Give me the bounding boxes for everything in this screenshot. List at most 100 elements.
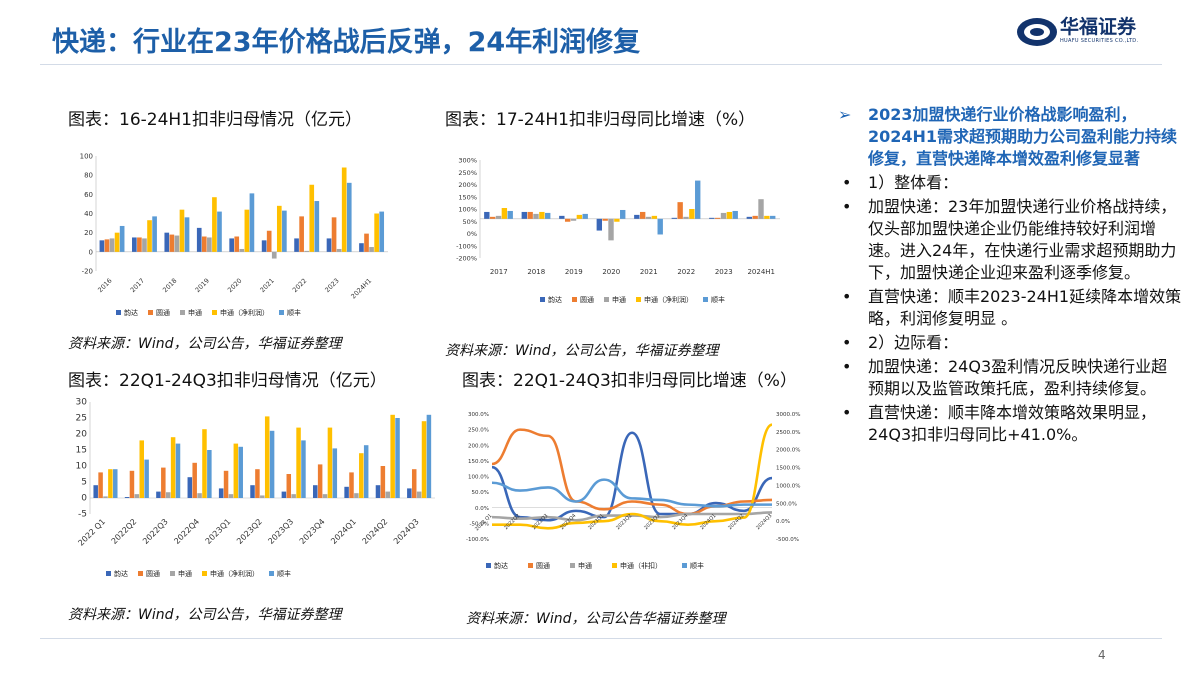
bullet-dot-icon: • bbox=[842, 357, 852, 376]
y-tick-label: 5 bbox=[81, 478, 87, 488]
bar bbox=[677, 202, 683, 219]
y-tick-label: 150% bbox=[458, 193, 477, 201]
bar bbox=[108, 469, 113, 498]
y2-tick-label: -500.0% bbox=[776, 537, 799, 543]
chart2-bar-chart: -200% -100% 0% 50% 100% 150% 200% 250% 300% 2017 2… bbox=[456, 157, 780, 304]
x-tick-label: 2024H1 bbox=[747, 268, 775, 276]
bar bbox=[620, 209, 626, 219]
bar bbox=[732, 210, 738, 219]
chart2-source: 资料来源：Wind，公司公告，华福证券整理 bbox=[445, 343, 719, 359]
summary-item: • 直营快递：顺丰2023-24H1延续降本增效策略，利润修复明显 。 bbox=[842, 287, 1182, 328]
legend-label: 申通（非扣） bbox=[620, 561, 662, 570]
legend-swatch bbox=[148, 310, 153, 315]
y-tick-label: 0 bbox=[81, 494, 87, 504]
footer-divider bbox=[40, 638, 1162, 639]
bar bbox=[202, 429, 207, 498]
y-tick-label: 30 bbox=[76, 398, 88, 408]
bar bbox=[411, 469, 417, 498]
brand-logo bbox=[1015, 14, 1165, 50]
x-tick-label: 2023Q2 bbox=[235, 517, 264, 546]
y-tick-label: -20 bbox=[82, 268, 93, 276]
bar bbox=[344, 486, 349, 498]
legend-label: 顺丰 bbox=[277, 569, 291, 578]
bar bbox=[255, 469, 260, 498]
bar bbox=[129, 470, 135, 498]
bar bbox=[317, 464, 323, 498]
summary-item: • 直营快递：顺丰降本增效策略效果明显，24Q3扣非归母同比+41.0%。 bbox=[842, 403, 1157, 444]
bar bbox=[657, 218, 663, 235]
legend-swatch bbox=[540, 297, 545, 302]
y2-tick-label: 1000.0% bbox=[776, 483, 800, 489]
bar bbox=[139, 440, 144, 498]
legend-label: 顺丰 bbox=[690, 561, 704, 570]
bar bbox=[683, 216, 689, 219]
x-tick-label: 2018 bbox=[527, 268, 545, 276]
x-tick-label: 2024Q2 bbox=[361, 517, 390, 546]
bar bbox=[207, 450, 212, 498]
bar bbox=[261, 240, 267, 252]
bar bbox=[309, 184, 315, 252]
y2-tick-label: 1500.0% bbox=[776, 466, 800, 472]
bar bbox=[421, 421, 427, 498]
bar bbox=[533, 213, 539, 219]
bar bbox=[152, 216, 157, 252]
bar bbox=[521, 211, 528, 219]
x-tick-label: 2017 bbox=[490, 268, 508, 276]
bar bbox=[271, 251, 277, 259]
page-title: 快递：行业在23年价格战后反弹，24年利润修复 bbox=[52, 27, 641, 58]
bar bbox=[299, 216, 304, 252]
bar bbox=[332, 448, 338, 498]
bar bbox=[359, 453, 364, 498]
legend-swatch bbox=[703, 297, 708, 302]
x-tick-label: 2024Q1 bbox=[329, 517, 358, 546]
bar bbox=[602, 218, 608, 221]
bar bbox=[103, 496, 108, 498]
bar bbox=[244, 209, 250, 252]
x-tick-label: 2020 bbox=[226, 277, 243, 294]
bullet-dot-icon: • bbox=[842, 403, 852, 422]
bar bbox=[671, 217, 678, 219]
bar bbox=[390, 414, 395, 498]
legend-swatch bbox=[279, 310, 284, 315]
bar bbox=[645, 216, 652, 219]
bar bbox=[164, 232, 170, 252]
bar bbox=[223, 470, 229, 498]
y2-tick-label: 500.0% bbox=[776, 501, 797, 507]
bar bbox=[326, 238, 332, 252]
bar bbox=[539, 211, 545, 219]
bar bbox=[161, 467, 166, 498]
chart1-source: 资料来源：Wind，公司公告，华福证券整理 bbox=[68, 336, 342, 352]
legend-label: 申通（净利润） bbox=[644, 295, 693, 304]
bar bbox=[639, 211, 646, 219]
bar bbox=[144, 459, 149, 498]
bar bbox=[379, 211, 385, 252]
bar bbox=[559, 215, 565, 219]
bar bbox=[359, 243, 364, 252]
series-line bbox=[491, 431, 773, 522]
legend-swatch bbox=[170, 571, 175, 576]
bar bbox=[489, 216, 496, 219]
bullet-dot-icon: • bbox=[842, 333, 852, 352]
legend-label: 申通 bbox=[612, 295, 626, 304]
legend-swatch bbox=[528, 563, 533, 568]
bar bbox=[109, 238, 115, 252]
bar bbox=[331, 217, 337, 252]
bar bbox=[249, 193, 255, 252]
bar bbox=[369, 247, 374, 252]
bar bbox=[132, 237, 137, 252]
bullet-dot-icon: • bbox=[842, 197, 852, 216]
legend-swatch bbox=[636, 297, 641, 302]
bar bbox=[301, 440, 306, 498]
bar bbox=[564, 218, 571, 222]
bar bbox=[545, 212, 551, 219]
bar bbox=[312, 485, 318, 498]
header-divider bbox=[40, 64, 1162, 65]
bar bbox=[576, 214, 583, 219]
y-tick-label: 100.0% bbox=[468, 475, 489, 481]
legend-label: 韵达 bbox=[548, 295, 562, 304]
x-tick-label: 2023Q4 bbox=[298, 517, 327, 546]
x-tick-label: 2022Q2 bbox=[110, 517, 139, 546]
bar bbox=[142, 238, 147, 252]
bar bbox=[134, 494, 140, 498]
x-tick-label: 2020 bbox=[602, 268, 620, 276]
